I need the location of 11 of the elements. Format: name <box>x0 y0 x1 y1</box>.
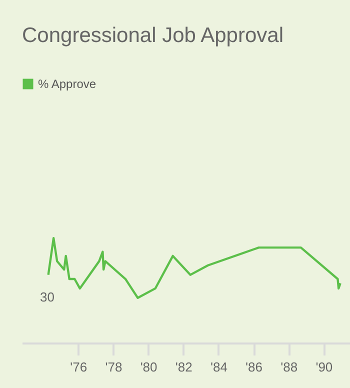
annotation: 30 <box>40 289 54 304</box>
x-tick-label: '78 <box>105 360 122 374</box>
x-tick-label: '84 <box>210 360 228 374</box>
legend-label: % Approve <box>38 77 96 91</box>
x-tick-label: '82 <box>175 360 192 374</box>
x-tick-label: '76 <box>70 360 88 374</box>
x-tick-label: '80 <box>140 360 158 374</box>
x-tick-label: '86 <box>246 360 263 374</box>
x-tick-label: '88 <box>280 360 298 374</box>
chart-title: Congressional Job Approval <box>22 24 284 47</box>
x-tick-label: '90 <box>316 360 333 374</box>
